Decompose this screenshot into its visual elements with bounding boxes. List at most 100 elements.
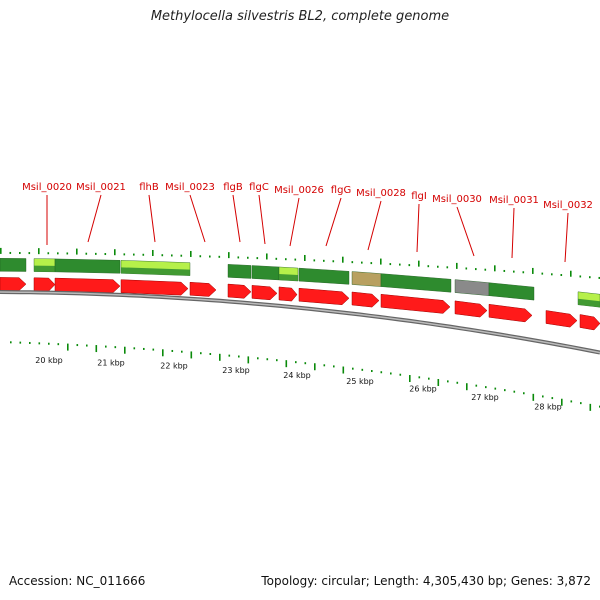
gc-content-tick bbox=[171, 349, 174, 352]
gc-content-tick bbox=[323, 364, 326, 367]
gc-skew-tick bbox=[418, 260, 420, 267]
gc-skew-tick bbox=[313, 259, 316, 262]
gc-content-tick bbox=[152, 348, 155, 351]
gc-skew-tick bbox=[19, 252, 21, 255]
gc-skew-tick bbox=[266, 253, 268, 260]
gc-content-tick bbox=[314, 363, 316, 371]
gc-skew-tick bbox=[0, 247, 2, 254]
gc-skew-tick bbox=[66, 252, 69, 255]
gene-label[interactable]: Msil_0032 bbox=[543, 200, 593, 211]
gc-content-tick bbox=[124, 346, 126, 354]
cds-arrow bbox=[454, 300, 488, 318]
scale-label: 23 kbp bbox=[222, 366, 250, 375]
cds-arrow bbox=[351, 291, 380, 308]
cds-arrow bbox=[120, 279, 189, 296]
backbone-highlight bbox=[0, 291, 600, 354]
gene-labels[interactable]: Msil_0020 Msil_0021 flhB Msil_0023 flgB flgC M… bbox=[22, 182, 593, 263]
gene-label[interactable]: Msil_0028 bbox=[356, 188, 406, 199]
cog-block bbox=[454, 279, 490, 296]
gc-skew-tick bbox=[589, 276, 591, 279]
gc-content-tick bbox=[513, 390, 516, 393]
cog-block bbox=[488, 282, 535, 301]
gc-content-tick bbox=[475, 384, 478, 387]
gc-skew-tick bbox=[247, 256, 249, 259]
gene-label-leader bbox=[456, 206, 475, 257]
gc-content-tick bbox=[466, 383, 468, 391]
gc-skew-tick bbox=[465, 267, 468, 270]
gc-content-tick bbox=[504, 389, 506, 392]
gc-skew-tick bbox=[171, 254, 173, 257]
gc-skew-tick bbox=[142, 253, 145, 256]
gc-skew-tick bbox=[228, 252, 230, 259]
gene-label[interactable]: Msil_0030 bbox=[432, 194, 482, 205]
gc-skew-tick bbox=[38, 248, 40, 255]
gc-skew-tick bbox=[541, 272, 544, 275]
gc-skew-tick bbox=[532, 267, 534, 274]
cds-arrow bbox=[579, 314, 600, 331]
cds-track bbox=[0, 277, 600, 331]
cog-block bbox=[227, 264, 252, 279]
scale-label: 26 kbp bbox=[409, 385, 437, 394]
gc-skew-tick bbox=[579, 275, 582, 278]
gc-skew-tick bbox=[294, 258, 297, 261]
gene-label-leader bbox=[367, 200, 382, 251]
cog-track bbox=[0, 258, 600, 308]
gc-content-tick bbox=[551, 397, 554, 400]
gc-skew-tick bbox=[199, 255, 202, 258]
gene-label[interactable]: flgI bbox=[411, 191, 427, 202]
gc-content-tick bbox=[114, 346, 117, 349]
gene-label-leader bbox=[289, 197, 300, 247]
gc-skew-tick bbox=[161, 254, 164, 257]
scale-labels: 20 kbp 21 kbp 22 kbp 23 kbp 24 kbp 25 kbp 26 k… bbox=[35, 356, 562, 411]
scale-label: 20 kbp bbox=[35, 356, 63, 365]
gene-label[interactable]: flgB bbox=[223, 182, 243, 193]
gc-skew-tick bbox=[427, 265, 430, 268]
gene-label[interactable]: flhB bbox=[139, 182, 159, 193]
gc-content-tick bbox=[162, 349, 164, 357]
gc-content-tick bbox=[143, 347, 145, 350]
gene-label[interactable]: Msil_0020 bbox=[22, 182, 72, 193]
gc-content-tick bbox=[456, 381, 459, 384]
gc-skew-tick bbox=[323, 259, 325, 262]
scale-label: 27 kbp bbox=[471, 393, 499, 402]
gc-content-track bbox=[10, 341, 600, 411]
gene-label-leader bbox=[189, 194, 206, 243]
gc-content-tick bbox=[570, 400, 573, 403]
gc-skew-tick bbox=[180, 254, 183, 257]
gc-content-tick bbox=[95, 345, 98, 353]
gc-skew-tick bbox=[446, 266, 449, 269]
gene-label-leader bbox=[87, 194, 102, 243]
gene-label-leader bbox=[325, 197, 342, 247]
cds-arrow bbox=[54, 277, 121, 293]
gc-content-tick bbox=[228, 354, 231, 357]
gc-content-tick bbox=[19, 341, 22, 344]
gc-skew-tick bbox=[114, 249, 116, 256]
gc-content-tick bbox=[76, 344, 79, 347]
gene-label[interactable]: flgG bbox=[331, 185, 351, 196]
gene-label[interactable]: Msil_0021 bbox=[76, 182, 126, 193]
gc-skew-tick bbox=[304, 254, 306, 261]
gc-skew-tick bbox=[190, 250, 192, 257]
gc-content-tick bbox=[276, 359, 278, 362]
gc-skew-tick bbox=[57, 252, 59, 255]
cog-block-shade bbox=[279, 273, 298, 282]
gc-content-tick bbox=[589, 403, 592, 411]
gene-label[interactable]: Msil_0031 bbox=[489, 195, 539, 206]
gc-content-tick bbox=[390, 372, 392, 375]
gc-skew-tick bbox=[237, 256, 240, 259]
cog-block-shade bbox=[34, 265, 55, 272]
gene-label-leader bbox=[258, 194, 266, 245]
gc-skew-tick bbox=[152, 249, 154, 256]
cog-block bbox=[298, 267, 350, 285]
gene-label[interactable]: flgC bbox=[249, 182, 269, 193]
gene-label[interactable]: Msil_0026 bbox=[274, 185, 324, 196]
gc-skew-tick bbox=[123, 253, 126, 256]
cds-arrow bbox=[0, 277, 27, 291]
gc-skew-tick bbox=[85, 252, 88, 255]
gc-skew-tick bbox=[76, 248, 78, 255]
gc-skew-tick bbox=[598, 276, 600, 279]
gene-label[interactable]: Msil_0023 bbox=[165, 182, 215, 193]
genome-title: Methylocella silvestris BL2, complete ge… bbox=[150, 9, 450, 24]
gc-content-tick bbox=[447, 380, 449, 383]
